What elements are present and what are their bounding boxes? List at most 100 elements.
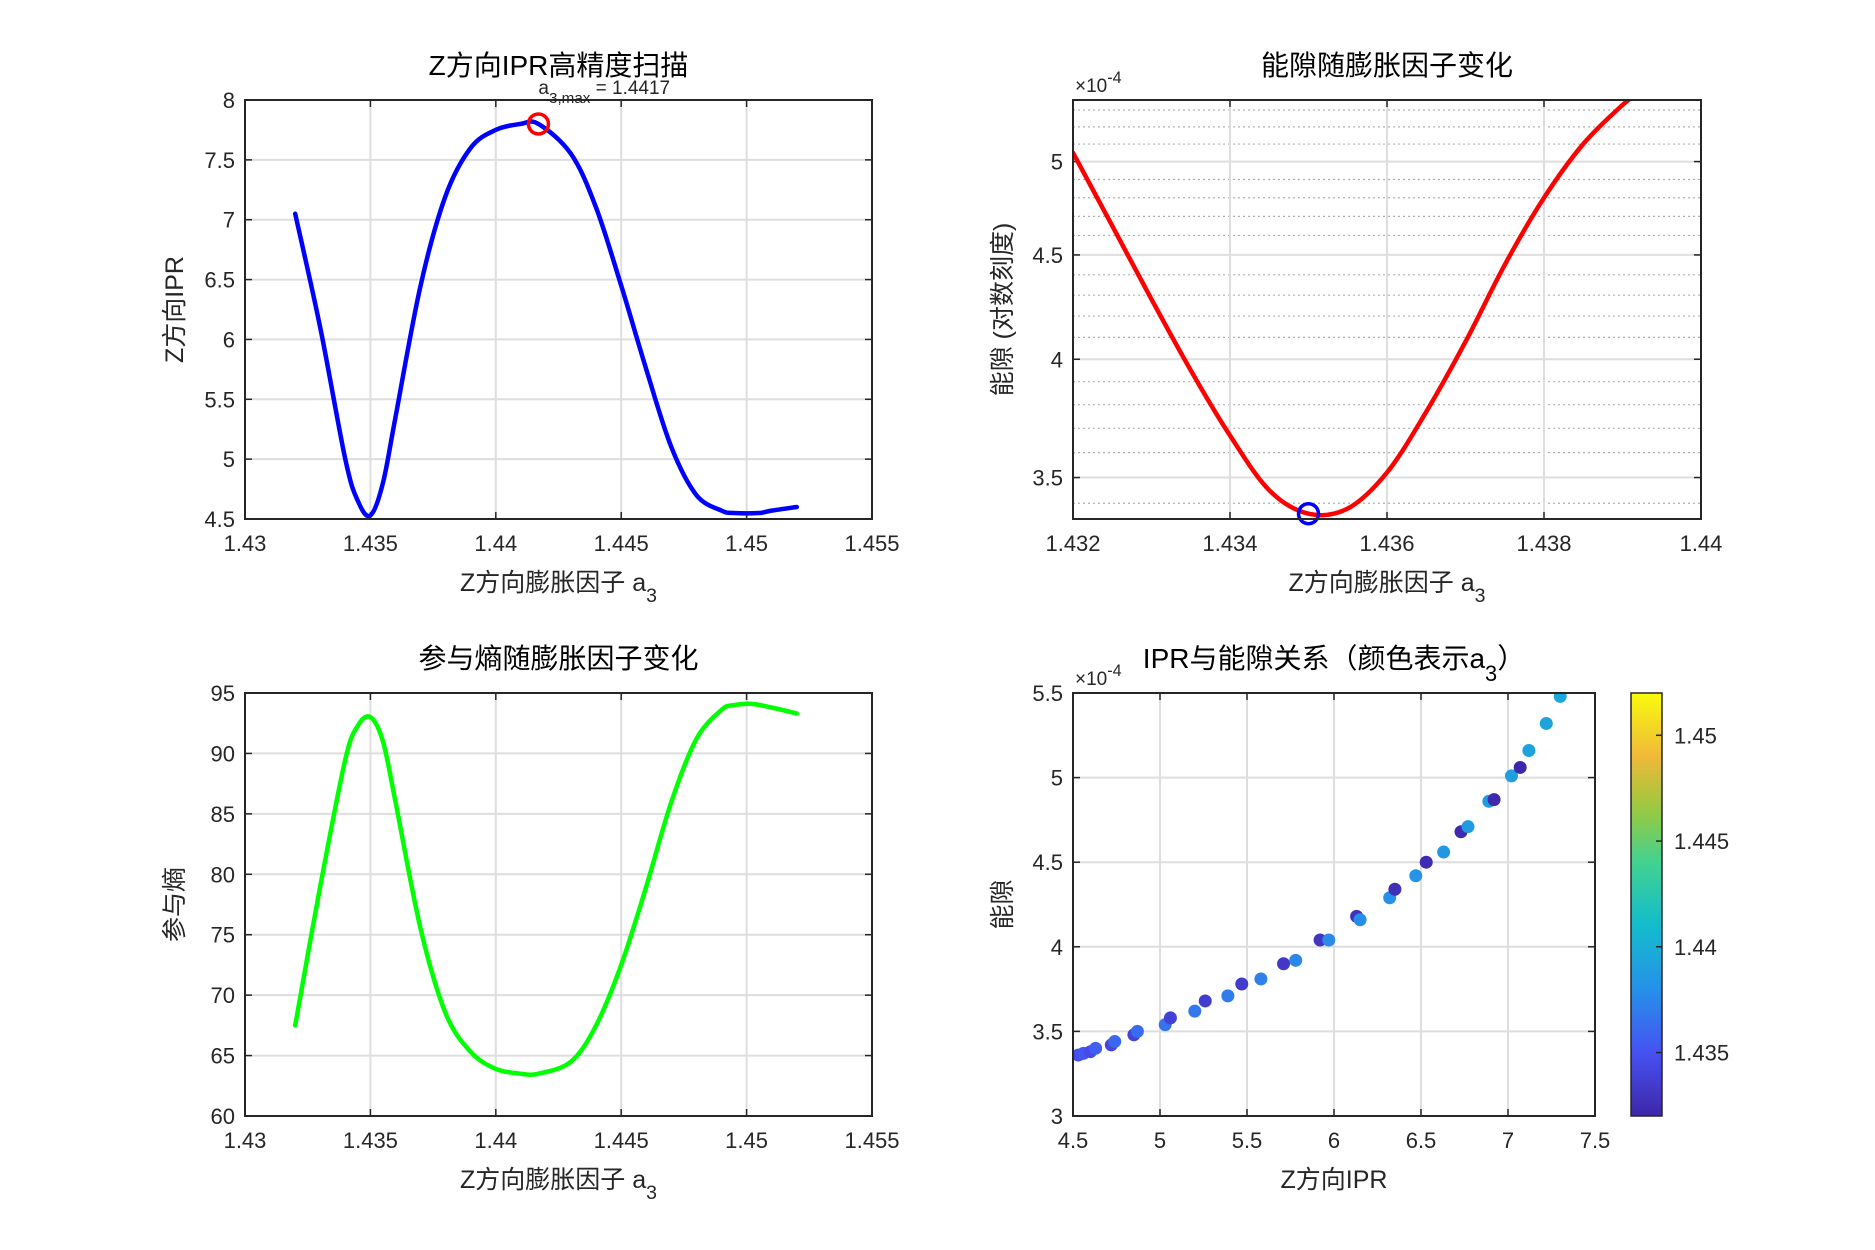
y-tick-label: 5 xyxy=(1051,150,1063,175)
y-tick-label: 85 xyxy=(211,802,235,827)
y-axis-label: 能隙 (对数刻度) xyxy=(989,223,1017,397)
x-axis-label: Z方向膨胀因子 a3 xyxy=(1289,569,1486,607)
x-tick-label: 7.5 xyxy=(1580,1128,1611,1153)
y-tick-label: 70 xyxy=(211,983,235,1008)
x-tick-label: 1.44 xyxy=(1680,531,1723,556)
scatter-point xyxy=(1163,1011,1177,1025)
y-tick-label: 4.5 xyxy=(1032,243,1063,268)
colorbar-tick-label: 1.45 xyxy=(1674,723,1717,748)
scatter-point xyxy=(1553,693,1567,703)
y-tick-label: 90 xyxy=(211,741,235,766)
scatter-point xyxy=(1254,972,1268,986)
axes-box xyxy=(1072,99,1702,520)
scatter-point xyxy=(1388,882,1402,896)
x-tick-label: 1.435 xyxy=(343,1128,398,1153)
y-tick-label: 3.5 xyxy=(1032,466,1063,491)
series-line xyxy=(292,701,800,1078)
axes-box xyxy=(244,99,873,520)
y-tick-label: 3 xyxy=(1051,1104,1063,1129)
plot-data xyxy=(292,701,800,1078)
x-tick-label: 1.44 xyxy=(474,1128,517,1153)
axis-exponent: ×10-4 xyxy=(1075,69,1122,97)
scatter-point xyxy=(1322,933,1336,947)
scatter-point xyxy=(1539,716,1553,730)
scatter-point xyxy=(1513,760,1527,774)
chart-title: 能隙随膨胀因子变化 xyxy=(1261,50,1513,81)
y-tick-label: 3.5 xyxy=(1032,1019,1063,1044)
scatter-point xyxy=(1277,957,1291,971)
scatter-point xyxy=(1522,744,1536,758)
colorbar-tick-label: 1.445 xyxy=(1674,829,1729,854)
axes-box xyxy=(244,692,873,1117)
extremum-marker xyxy=(526,112,551,136)
y-axis-label: Z方向IPR xyxy=(161,256,189,363)
scatter-point xyxy=(1461,820,1475,834)
chart-4: 4.5 5 5.5 6 6.5 7 7.5 3 3.5 4 4.5 5 5.5 IPR与能隙关系（颜色表示… xyxy=(989,643,1729,1194)
scatter-point xyxy=(1419,855,1433,869)
y-tick-label: 60 xyxy=(211,1104,235,1129)
plot-data xyxy=(1073,100,1633,518)
scatter-point xyxy=(1221,989,1235,1003)
axes-box xyxy=(1072,692,1596,1117)
colorbar-tick-label: 1.44 xyxy=(1674,935,1717,960)
x-tick-label: 1.438 xyxy=(1516,531,1571,556)
plot-area xyxy=(245,693,872,1116)
x-tick-label: 1.435 xyxy=(343,531,398,556)
x-tick-label: 1.455 xyxy=(844,1128,899,1153)
x-tick-label: 4.5 xyxy=(1058,1128,1089,1153)
scatter-point xyxy=(1235,977,1249,991)
plot-area xyxy=(245,100,872,519)
axis-exponent: ×10-4 xyxy=(1075,662,1122,690)
x-tick-label: 6 xyxy=(1328,1128,1340,1153)
chart-1: 1.43 1.435 1.44 1.445 1.45 1.455 4.5 5 5.5 6 6.5 7 7… xyxy=(161,50,900,607)
y-tick-label: 4.5 xyxy=(204,507,235,532)
y-tick-label: 65 xyxy=(211,1044,235,1069)
scatter-point xyxy=(1504,769,1518,783)
y-tick-label: 7 xyxy=(223,208,235,233)
y-tick-label: 6.5 xyxy=(204,268,235,293)
x-tick-label: 1.43 xyxy=(224,531,267,556)
x-axis-label: Z方向膨胀因子 a3 xyxy=(460,569,657,607)
chart-3: 1.43 1.435 1.44 1.445 1.45 1.455 60 65 70 75 80 85 9… xyxy=(161,643,900,1204)
extremum-marker xyxy=(1296,501,1321,526)
scatter-point xyxy=(1353,913,1367,927)
x-tick-label: 5.5 xyxy=(1232,1128,1263,1153)
series-line xyxy=(1073,100,1633,518)
y-tick-label: 5 xyxy=(223,447,235,472)
x-axis-label: Z方向膨胀因子 a3 xyxy=(460,1166,657,1204)
y-tick-label: 5.5 xyxy=(204,387,235,412)
x-tick-label: 5 xyxy=(1154,1128,1166,1153)
scatter-point xyxy=(1130,1024,1144,1038)
scatter-point xyxy=(1487,793,1501,807)
y-axis-label: 参与熵 xyxy=(161,867,189,942)
colorbar-tick-label: 1.435 xyxy=(1674,1041,1729,1066)
y-tick-label: 5 xyxy=(1051,766,1063,791)
x-tick-label: 1.44 xyxy=(474,531,517,556)
y-tick-label: 6 xyxy=(223,327,235,352)
chart-2: 1.432 1.434 1.436 1.438 1.44 3.5 4 4.5 5 能隙随膨胀因子变… xyxy=(989,50,1722,607)
x-tick-label: 7 xyxy=(1502,1128,1514,1153)
y-axis-label: 能隙 xyxy=(989,879,1017,929)
x-tick-label: 1.445 xyxy=(594,531,649,556)
colorbar xyxy=(1630,692,1663,1117)
x-tick-label: 1.434 xyxy=(1202,531,1257,556)
x-tick-label: 1.43 xyxy=(224,1128,267,1153)
scatter-point xyxy=(1188,1004,1202,1018)
x-axis-label: Z方向IPR xyxy=(1281,1166,1388,1194)
scatter-point xyxy=(1409,869,1423,883)
y-tick-label: 5.5 xyxy=(1032,681,1063,706)
chart-title: 参与熵随膨胀因子变化 xyxy=(418,643,698,674)
x-tick-label: 1.445 xyxy=(594,1128,649,1153)
y-tick-label: 4 xyxy=(1051,347,1063,372)
plot-data xyxy=(1073,693,1567,1062)
x-tick-label: 1.45 xyxy=(725,1128,768,1153)
y-tick-label: 7.5 xyxy=(204,148,235,173)
plot-data xyxy=(292,119,800,519)
x-tick-label: 6.5 xyxy=(1406,1128,1437,1153)
x-tick-label: 1.455 xyxy=(844,531,899,556)
x-tick-label: 1.432 xyxy=(1045,531,1100,556)
y-tick-label: 75 xyxy=(211,923,235,948)
scatter-point xyxy=(1089,1041,1103,1055)
y-tick-label: 95 xyxy=(211,681,235,706)
